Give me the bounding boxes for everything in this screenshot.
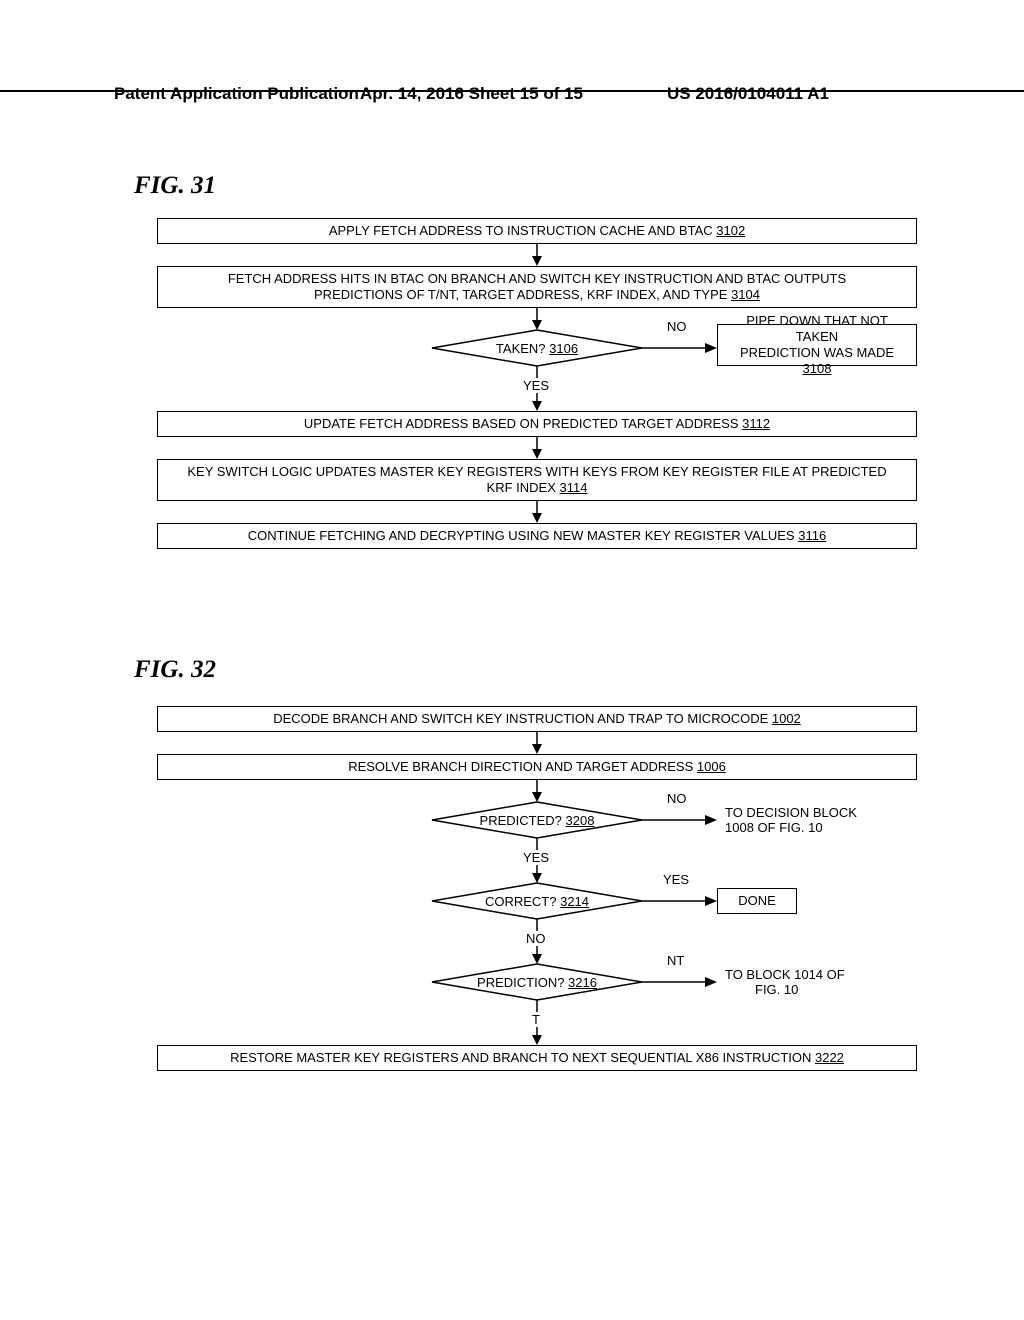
box-3114: KEY SWITCH LOGIC UPDATES MASTER KEY REGI…: [157, 459, 917, 501]
box-3112: UPDATE FETCH ADDRESS BASED ON PREDICTED …: [157, 411, 917, 437]
fig32-flowchart: DECODE BRANCH AND SWITCH KEY INSTRUCTION…: [157, 706, 917, 1216]
label-yes: YES: [521, 850, 551, 865]
decision-3208: PREDICTED? 3208: [432, 802, 642, 838]
label-nt: NT: [665, 953, 686, 968]
box-3114-line2: KRF INDEX 3114: [487, 480, 588, 496]
box-3108-line2: PREDICTION WAS MADE 3108: [724, 345, 910, 378]
label-t: T: [530, 1012, 542, 1027]
box-1006: RESOLVE BRANCH DIRECTION AND TARGET ADDR…: [157, 754, 917, 780]
fig32-title: FIG. 32: [134, 656, 216, 684]
box-3114-line1: KEY SWITCH LOGIC UPDATES MASTER KEY REGI…: [187, 464, 886, 480]
decision-3216: PREDICTION? 3216: [432, 964, 642, 1000]
box-3102-text: APPLY FETCH ADDRESS TO INSTRUCTION CACHE…: [329, 223, 745, 239]
arrow-icon: [531, 732, 543, 754]
decision-3208-text: PREDICTED? 3208: [480, 813, 595, 828]
decision-3214: CORRECT? 3214: [432, 883, 642, 919]
box-3222: RESTORE MASTER KEY REGISTERS AND BRANCH …: [157, 1045, 917, 1071]
box-done-text: DONE: [738, 893, 776, 909]
decision-3216-text: PREDICTION? 3216: [477, 975, 597, 990]
decision-3214-text: CORRECT? 3214: [485, 894, 589, 909]
text-to-1008: TO DECISION BLOCK1008 OF FIG. 10: [725, 805, 857, 835]
header-right: US 2016/0104011 A1: [667, 84, 829, 104]
arrow-icon: [642, 814, 717, 826]
box-1006-text: RESOLVE BRANCH DIRECTION AND TARGET ADDR…: [348, 759, 726, 775]
arrow-icon: [642, 342, 717, 354]
box-3116: CONTINUE FETCHING AND DECRYPTING USING N…: [157, 523, 917, 549]
arrow-icon: [531, 244, 543, 266]
box-done: DONE: [717, 888, 797, 914]
box-1002-text: DECODE BRANCH AND SWITCH KEY INSTRUCTION…: [273, 711, 801, 727]
label-no: NO: [665, 791, 689, 806]
label-no: NO: [665, 319, 689, 334]
fig31-flowchart: APPLY FETCH ADDRESS TO INSTRUCTION CACHE…: [157, 218, 917, 623]
arrow-icon: [531, 437, 543, 459]
header-left: Patent Application Publication: [114, 84, 359, 104]
box-3112-text: UPDATE FETCH ADDRESS BASED ON PREDICTED …: [304, 416, 770, 432]
fig31-title: FIG. 31: [134, 172, 216, 200]
label-yes2: YES: [661, 872, 691, 887]
arrow-icon: [531, 501, 543, 523]
box-3116-text: CONTINUE FETCHING AND DECRYPTING USING N…: [248, 528, 826, 544]
header-mid: Apr. 14, 2016 Sheet 15 of 15: [360, 84, 583, 104]
decision-3106: TAKEN? 3106: [432, 330, 642, 366]
box-3102: APPLY FETCH ADDRESS TO INSTRUCTION CACHE…: [157, 218, 917, 244]
box-3222-text: RESTORE MASTER KEY REGISTERS AND BRANCH …: [230, 1050, 844, 1066]
box-1002: DECODE BRANCH AND SWITCH KEY INSTRUCTION…: [157, 706, 917, 732]
page: Patent Application Publication Apr. 14, …: [0, 0, 1024, 1320]
box-3104-line1: FETCH ADDRESS HITS IN BTAC ON BRANCH AND…: [228, 271, 846, 287]
box-3104-line2: PREDICTIONS OF T/NT, TARGET ADDRESS, KRF…: [314, 287, 760, 303]
text-to-1014: TO BLOCK 1014 OFFIG. 10: [725, 967, 845, 997]
arrow-icon: [531, 308, 543, 330]
label-yes: YES: [521, 378, 551, 393]
decision-3106-text: TAKEN? 3106: [496, 341, 578, 356]
arrow-icon: [531, 780, 543, 802]
arrow-icon: [642, 895, 717, 907]
arrow-icon: [642, 976, 717, 988]
page-header: Patent Application Publication Apr. 14, …: [0, 84, 1024, 92]
box-3108-line1: PIPE DOWN THAT NOT TAKEN: [724, 313, 910, 346]
box-3104: FETCH ADDRESS HITS IN BTAC ON BRANCH AND…: [157, 266, 917, 308]
label-no2: NO: [524, 931, 548, 946]
box-3108: PIPE DOWN THAT NOT TAKEN PREDICTION WAS …: [717, 324, 917, 366]
